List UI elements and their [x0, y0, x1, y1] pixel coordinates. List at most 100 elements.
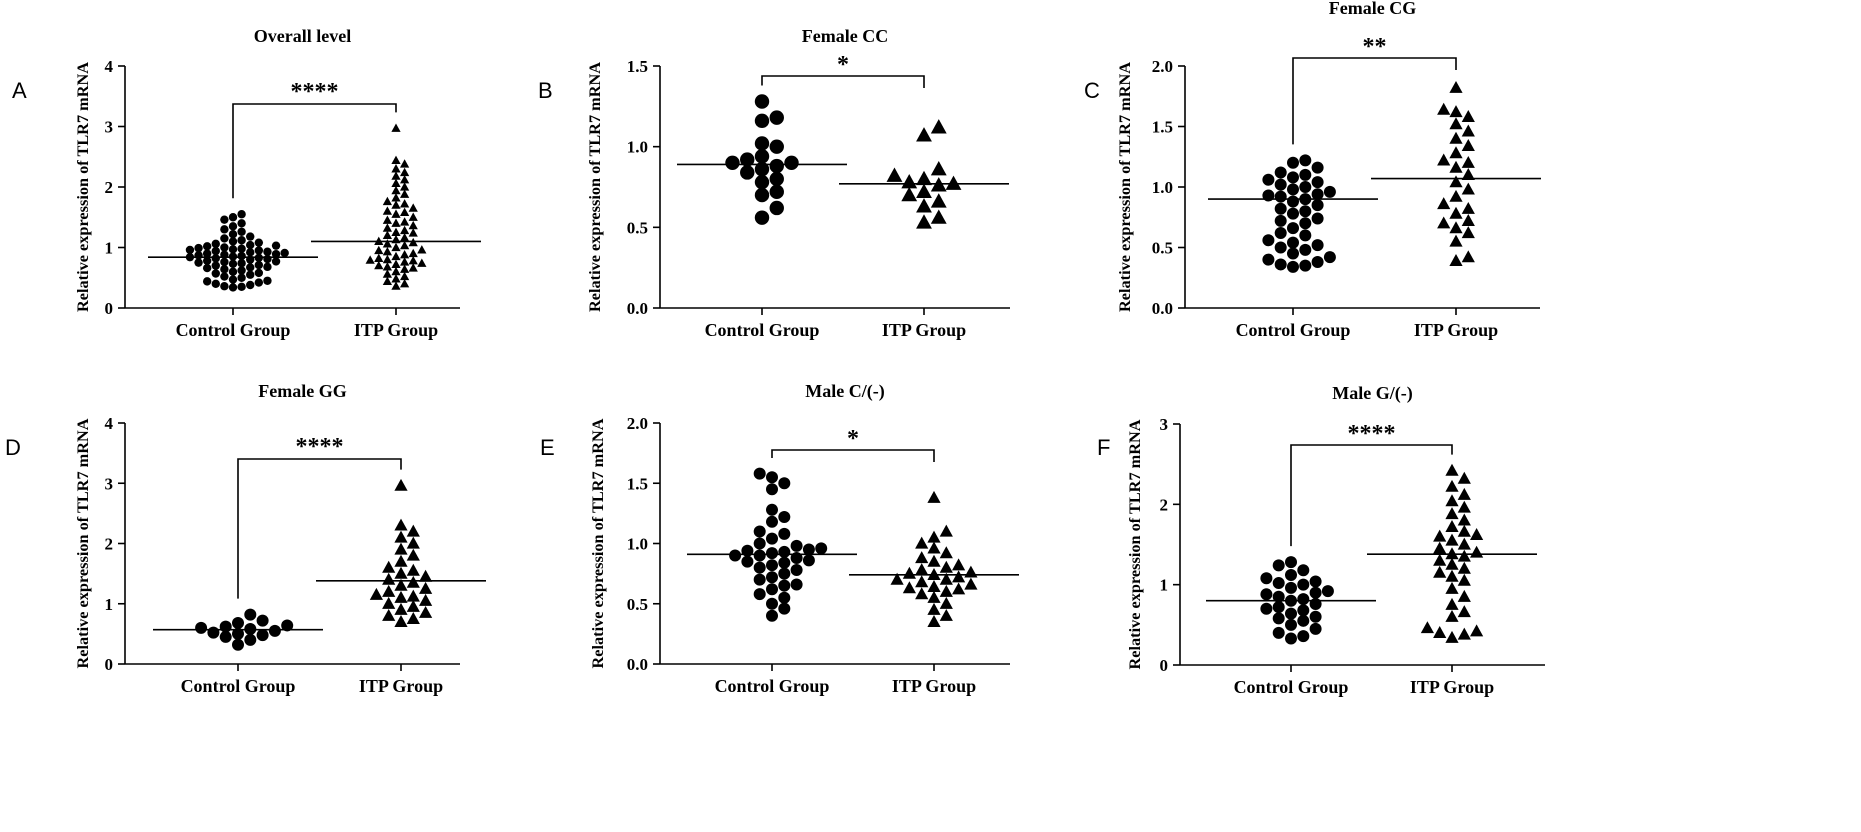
- significance-label: ****: [296, 434, 344, 460]
- data-point-itp: [939, 524, 953, 537]
- data-point-control: [1311, 161, 1324, 174]
- data-point-itp: [394, 530, 408, 543]
- data-point-control: [725, 155, 740, 170]
- data-point-itp: [1470, 545, 1484, 558]
- data-point-control: [766, 503, 778, 516]
- data-point-itp: [915, 551, 929, 564]
- data-point-control: [246, 263, 255, 272]
- x-category-label: Control Group: [1234, 677, 1349, 697]
- data-point-itp: [419, 593, 433, 606]
- significance-label: *: [847, 426, 859, 452]
- data-point-itp: [1445, 547, 1459, 560]
- data-point-control: [1285, 607, 1297, 620]
- data-point-itp: [399, 189, 410, 198]
- data-point-control: [1285, 632, 1297, 645]
- data-point-itp: [945, 175, 962, 190]
- data-point-itp: [1449, 175, 1463, 188]
- y-tick-label: 0: [105, 299, 114, 318]
- data-point-itp: [916, 127, 932, 142]
- data-point-itp: [927, 567, 941, 580]
- data-point-control: [1262, 253, 1275, 266]
- data-point-itp: [391, 242, 401, 252]
- y-axis-label: Relative expression of TLR7 mRNA: [590, 418, 607, 668]
- data-point-control: [254, 278, 264, 287]
- data-point-control: [754, 162, 770, 177]
- data-point-control: [769, 110, 784, 125]
- data-point-itp: [408, 203, 418, 212]
- data-point-itp: [417, 245, 427, 254]
- x-category-label: Control Group: [176, 320, 291, 340]
- data-point-itp: [939, 608, 953, 621]
- data-point-control: [1297, 604, 1310, 617]
- data-point-itp: [391, 200, 401, 209]
- data-point-control: [220, 215, 229, 224]
- data-point-itp: [927, 614, 941, 627]
- data-point-itp: [916, 183, 932, 198]
- data-point-control: [237, 227, 246, 236]
- data-point-control: [753, 561, 766, 574]
- data-point-control: [769, 200, 784, 216]
- data-point-control: [1299, 217, 1312, 230]
- data-point-itp: [1445, 557, 1459, 570]
- y-tick-label: 1.0: [627, 138, 648, 157]
- x-category-label: ITP Group: [354, 320, 438, 340]
- data-point-itp: [382, 206, 393, 215]
- data-point-itp: [1437, 216, 1451, 229]
- data-point-control: [778, 545, 791, 558]
- data-point-control: [202, 242, 212, 251]
- data-point-control: [1274, 214, 1287, 227]
- data-point-itp: [915, 575, 929, 588]
- data-point-itp: [1457, 487, 1471, 500]
- data-point-itp: [408, 263, 418, 272]
- data-point-itp: [1433, 553, 1447, 566]
- y-tick-label: 2: [1160, 495, 1169, 514]
- data-point-itp: [939, 572, 953, 585]
- data-point-control: [1297, 630, 1310, 643]
- data-point-control: [228, 259, 238, 269]
- data-point-control: [1323, 251, 1336, 264]
- data-point-itp: [1433, 626, 1447, 638]
- data-point-control: [1274, 258, 1287, 271]
- data-point-control: [211, 246, 220, 256]
- data-point-control: [1287, 156, 1299, 169]
- data-point-control: [1321, 585, 1334, 598]
- data-point-control: [1272, 612, 1285, 625]
- data-point-itp: [382, 269, 393, 278]
- data-point-control: [754, 94, 770, 109]
- data-point-control: [778, 477, 791, 490]
- panel-c: C Female CG Relative expression of TLR7 mR…: [1084, 0, 1541, 340]
- significance-bracket: [237, 458, 402, 599]
- data-point-itp: [406, 563, 420, 576]
- data-point-control: [1309, 586, 1322, 599]
- data-point-itp: [391, 164, 401, 173]
- data-point-itp: [399, 233, 410, 242]
- data-point-itp: [930, 161, 947, 176]
- data-point-itp: [1445, 507, 1459, 520]
- data-point-itp: [916, 170, 932, 186]
- data-point-itp: [399, 257, 410, 266]
- data-point-itp: [1437, 153, 1451, 166]
- data-point-itp: [419, 569, 433, 582]
- data-point-control: [753, 525, 766, 538]
- data-point-itp: [406, 611, 420, 624]
- data-point-control: [1287, 195, 1299, 208]
- data-point-itp: [365, 255, 375, 264]
- data-point-itp: [1433, 529, 1447, 542]
- data-point-itp: [406, 524, 420, 537]
- data-point-itp: [382, 596, 396, 609]
- data-point-control: [1297, 614, 1310, 627]
- data-point-control: [1285, 569, 1297, 582]
- y-tick-label: 0.0: [1152, 299, 1173, 318]
- data-point-control: [237, 219, 246, 228]
- data-point-control: [1272, 590, 1285, 603]
- data-point-itp: [394, 478, 408, 491]
- data-point-itp: [1457, 500, 1471, 513]
- data-point-control: [232, 617, 244, 630]
- data-point-itp: [1449, 105, 1463, 118]
- data-point-control: [228, 222, 238, 231]
- data-point-itp: [939, 560, 953, 573]
- significance-label: ****: [291, 79, 339, 105]
- data-point-control: [766, 532, 778, 545]
- y-tick-label: 1: [105, 595, 114, 614]
